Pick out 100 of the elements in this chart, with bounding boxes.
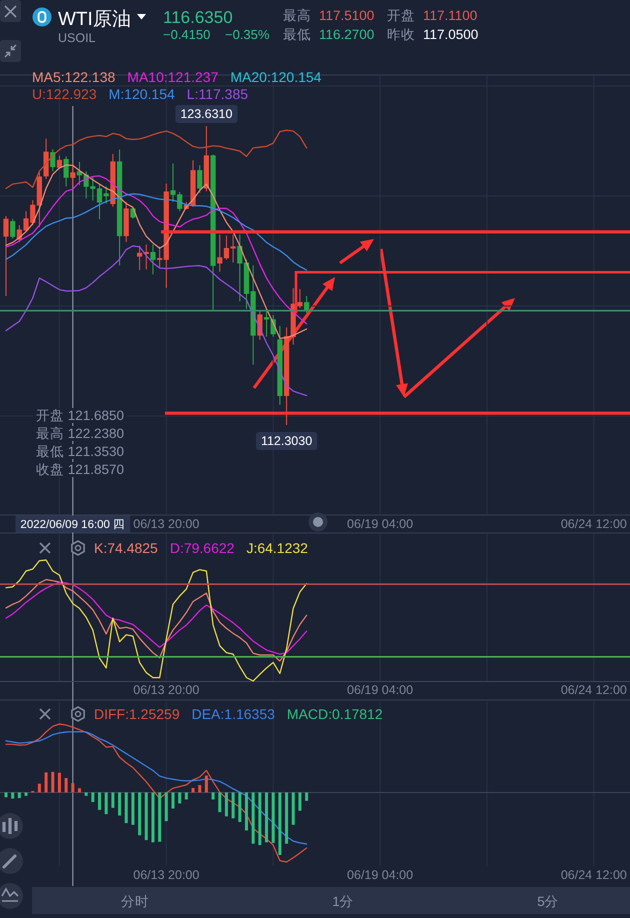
x-tick-label: 2022/06/09 16:00 四 xyxy=(20,519,126,531)
bar xyxy=(224,792,228,816)
bar xyxy=(78,788,81,792)
candlestick xyxy=(43,138,49,180)
text: 最高 122.2380 xyxy=(36,426,124,441)
bar xyxy=(111,792,114,808)
bar xyxy=(265,792,268,842)
bar xyxy=(124,792,128,824)
candlestick xyxy=(70,162,76,187)
bar xyxy=(131,792,134,825)
series-label: J:64.1232 xyxy=(246,540,308,556)
bar xyxy=(118,792,122,816)
x-tick-label: 06/13 20:00 xyxy=(133,517,200,531)
bar xyxy=(151,792,154,842)
bar xyxy=(38,784,41,792)
legend-label: MA20:120.154 xyxy=(230,69,322,85)
candlestick xyxy=(10,218,16,239)
candlestick xyxy=(56,155,62,170)
bar xyxy=(98,792,102,810)
bar xyxy=(44,772,48,792)
series-label: DIFF:1.25259 xyxy=(94,706,180,722)
x-tick-label: 06/19 04:00 xyxy=(347,517,414,531)
text: DEA:1.16353 xyxy=(192,706,276,722)
text: L:117.385 xyxy=(186,86,248,102)
text: 最低 121.3530 xyxy=(36,444,124,459)
bar xyxy=(18,792,21,798)
text: K:74.4825 xyxy=(94,540,158,556)
bar xyxy=(292,792,295,825)
candlestick xyxy=(284,326,290,426)
annotation: 123.6310 xyxy=(180,107,233,121)
bar xyxy=(218,792,222,812)
text: 117.5100 xyxy=(319,8,374,23)
text: MACD:0.17812 xyxy=(286,706,383,722)
candlestick xyxy=(210,154,216,312)
candlestick xyxy=(64,156,69,187)
bar xyxy=(184,792,188,800)
bar xyxy=(144,792,148,840)
text: 最高 xyxy=(283,8,311,23)
bar xyxy=(212,792,215,800)
candlestick xyxy=(116,149,122,266)
bar xyxy=(138,792,142,836)
text: 116.2700 xyxy=(319,27,374,42)
bar xyxy=(164,792,168,822)
text: 117.1100 xyxy=(423,8,478,23)
bar xyxy=(278,792,282,855)
candlestick xyxy=(297,288,303,309)
x-tick-label: 06/24 12:00 xyxy=(560,868,627,882)
bar xyxy=(64,778,68,792)
annotation: 112.3030 xyxy=(260,434,312,448)
bar xyxy=(91,792,94,802)
bar xyxy=(258,792,262,846)
text: MA5:122.138 xyxy=(32,69,116,85)
text: 1分 xyxy=(332,894,354,909)
bar xyxy=(58,772,61,792)
bar xyxy=(172,792,174,809)
bar xyxy=(178,792,182,804)
candlestick xyxy=(190,160,196,208)
text: 5分 xyxy=(537,894,559,909)
bar xyxy=(238,792,242,822)
x-tick-label: 06/24 12:00 xyxy=(560,517,627,531)
text: 收盘 121.8570 xyxy=(36,462,124,477)
x-tick-label: 06/19 04:00 xyxy=(347,683,414,697)
candlestick xyxy=(124,202,129,243)
text: 昨收 xyxy=(387,27,415,42)
bar xyxy=(192,788,195,792)
candlestick xyxy=(3,216,9,297)
candlestick xyxy=(197,164,202,194)
text: −0.35% xyxy=(225,27,270,42)
candlestick xyxy=(204,126,209,192)
x-tick-label: 06/13 20:00 xyxy=(133,868,200,882)
bar xyxy=(198,785,202,792)
bar xyxy=(11,792,14,799)
text: 117.0500 xyxy=(423,27,478,42)
bar xyxy=(51,772,54,792)
text: D:79.6622 xyxy=(170,540,235,556)
bar xyxy=(204,776,208,792)
text: 分时 xyxy=(121,894,149,909)
bar xyxy=(272,792,275,843)
text: U:122.923 xyxy=(32,86,97,102)
text: 开盘 xyxy=(387,8,415,23)
text: M:120.154 xyxy=(108,86,175,102)
candlestick xyxy=(150,244,156,275)
bar xyxy=(158,792,162,842)
chart-subtitle: USOIL xyxy=(58,31,96,45)
text: MA10:121.237 xyxy=(127,69,219,85)
x-tick-label: 06/13 20:00 xyxy=(133,683,200,697)
bar xyxy=(305,792,308,801)
x-tick-label: 06/24 12:00 xyxy=(560,683,627,697)
bar xyxy=(232,792,235,818)
text: 最低 xyxy=(283,27,311,42)
bar xyxy=(104,792,108,814)
bar xyxy=(71,783,74,792)
x-tick-label: 06/19 04:00 xyxy=(347,868,414,882)
bar xyxy=(252,792,255,844)
bar xyxy=(285,792,288,844)
annotation: 开盘 121.6850 xyxy=(36,408,124,423)
bar xyxy=(298,792,302,811)
chart-title: WTI原油 xyxy=(58,9,131,30)
bar xyxy=(84,792,88,796)
candlestick xyxy=(277,325,282,406)
